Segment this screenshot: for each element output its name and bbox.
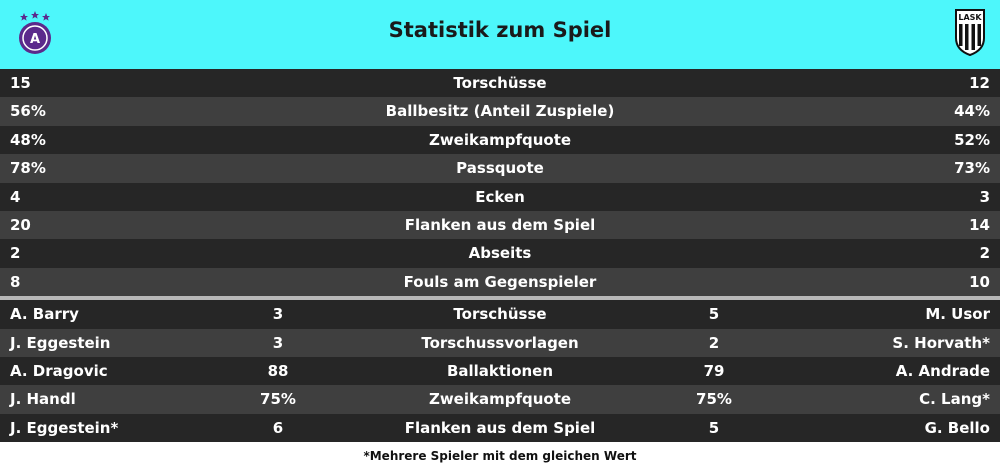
team-stat-row: 20 Flanken aus dem Spiel 14 — [0, 210, 1000, 240]
player-stat-row: A. Dragovic 88 Ballaktionen 79 A. Andrade — [0, 356, 1000, 386]
team-stat-row: 2 Abseits 2 — [0, 239, 1000, 268]
stats-table: 15 Torschüsse 12 56% Ballbesitz (Anteil Zusp… — [0, 69, 1000, 443]
home-team-value: 78% — [10, 159, 46, 178]
home-player-name: J. Eggestein — [10, 333, 111, 352]
home-player-name: A. Dragovic — [10, 361, 108, 380]
home-player-value: 6 — [272, 418, 284, 437]
team-stat-row: 4 Ecken 3 — [0, 182, 1000, 211]
home-team-value: 8 — [10, 272, 21, 291]
player-stat-row: J. Eggestein 3 Torschussvorlagen 2 S. Horvat… — [0, 328, 1000, 357]
home-team-value: 4 — [10, 187, 21, 206]
home-player-value: 3 — [272, 333, 284, 352]
away-player-value: 5 — [708, 305, 720, 324]
home-team-value: 48% — [10, 130, 46, 149]
stat-label: Flanken aus dem Spiel — [404, 215, 596, 234]
home-player-name: J. Eggestein* — [10, 418, 119, 437]
home-player-value: 3 — [272, 305, 284, 324]
away-team-value: 10 — [969, 272, 990, 291]
away-team-value: 44% — [954, 102, 990, 121]
team-stat-row: 78% Passquote 73% — [0, 154, 1000, 183]
home-player-name: J. Handl — [10, 390, 76, 409]
away-player-value: 79 — [703, 361, 725, 380]
away-team-value: 2 — [979, 244, 990, 263]
home-team-value: 15 — [10, 74, 31, 92]
stat-label: Ballbesitz (Anteil Zuspiele) — [385, 102, 615, 121]
player-stat-label: Zweikampfquote — [428, 390, 572, 409]
lask-logo-text: LASK — [958, 13, 982, 22]
player-stat-label: Ballaktionen — [446, 361, 554, 380]
home-team-value: 2 — [10, 244, 21, 263]
away-player-name: S. Horvath* — [892, 333, 990, 352]
lask-logo-icon: LASK — [955, 9, 985, 56]
player-stat-label: Flanken aus dem Spiel — [404, 418, 596, 437]
away-player-value: 2 — [708, 333, 720, 352]
stat-label: Torschüsse — [453, 74, 547, 92]
footnote: *Mehrere Spieler mit dem gleichen Wert — [363, 449, 637, 463]
away-player-value: 5 — [708, 418, 720, 437]
away-team-value: 73% — [954, 159, 990, 178]
team-stat-row: 56% Ballbesitz (Anteil Zuspiele) 44% — [0, 97, 1000, 126]
team-stat-row: 15 Torschüsse 12 — [0, 69, 1000, 98]
away-player-name: G. Bello — [924, 418, 990, 437]
section-divider — [0, 296, 1000, 301]
home-player-name: A. Barry — [10, 305, 79, 324]
home-player-value: 75% — [260, 390, 296, 409]
stat-label: Passquote — [456, 159, 544, 178]
stat-label: Abseits — [468, 244, 532, 263]
away-player-name: A. Andrade — [895, 361, 990, 380]
away-team-value: 12 — [969, 74, 990, 92]
player-stat-label: Torschüsse — [453, 305, 547, 324]
away-player-value: 75% — [696, 390, 732, 409]
player-stat-row: A. Barry 3 Torschüsse 5 M. Usor — [0, 300, 1000, 329]
player-stat-label: Torschussvorlagen — [421, 333, 579, 352]
away-team-value: 52% — [954, 130, 990, 149]
svg-text:A: A — [30, 32, 40, 47]
away-player-name: C. Lang* — [919, 390, 990, 409]
stat-label: Fouls am Gegenspieler — [403, 272, 597, 291]
home-team-value: 20 — [10, 215, 31, 234]
player-stat-row: J. Eggestein* 6 Flanken aus dem Spiel 5 G. B… — [0, 413, 1000, 443]
team-stat-row: 8 Fouls am Gegenspieler 10 — [0, 267, 1000, 297]
away-team-value: 3 — [979, 187, 990, 206]
home-team-value: 56% — [10, 102, 46, 121]
team-stat-row: 48% Zweikampfquote 52% — [0, 125, 1000, 155]
austria-wien-logo-icon: A — [19, 11, 51, 54]
away-team-value: 14 — [969, 215, 990, 234]
header: A Statistik zum Spiel LASK — [0, 0, 1000, 69]
home-player-value: 88 — [267, 361, 289, 380]
player-stat-row: J. Handl 75% Zweikampfquote 75% C. Lang* — [0, 385, 1000, 414]
team-stats-section: 15 Torschüsse 12 56% Ballbesitz (Anteil Zusp… — [0, 69, 1000, 297]
page-title: Statistik zum Spiel — [388, 18, 612, 42]
stat-label: Zweikampfquote — [428, 130, 572, 149]
stat-label: Ecken — [475, 187, 525, 206]
player-stats-section: A. Barry 3 Torschüsse 5 M. Usor J. Eggestein 3… — [0, 300, 1000, 443]
away-player-name: M. Usor — [925, 305, 990, 324]
